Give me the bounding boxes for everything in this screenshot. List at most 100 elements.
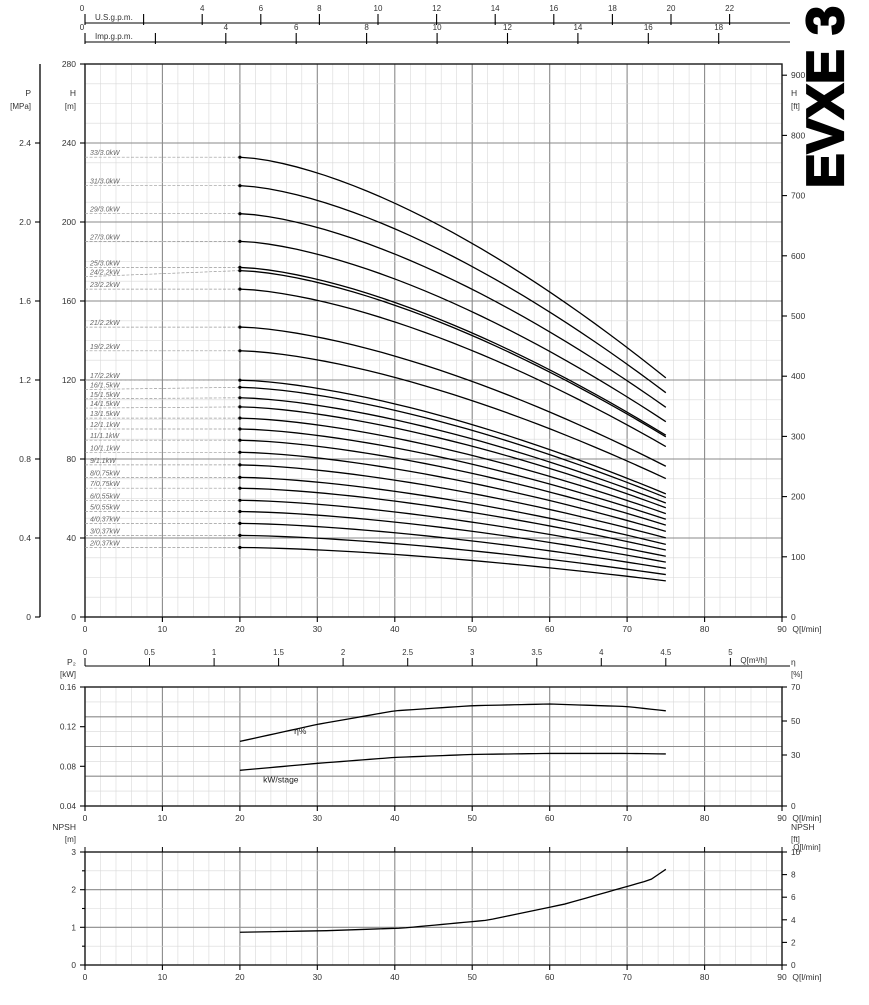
- svg-text:40: 40: [390, 813, 400, 823]
- svg-text:10: 10: [433, 23, 442, 32]
- svg-text:30: 30: [791, 750, 801, 760]
- svg-text:8: 8: [317, 4, 322, 13]
- svg-text:21/2.2kW: 21/2.2kW: [89, 320, 121, 327]
- svg-text:23/2.2kW: 23/2.2kW: [89, 282, 121, 289]
- svg-text:H: H: [70, 88, 76, 98]
- svg-text:12: 12: [432, 4, 441, 13]
- svg-text:60: 60: [545, 624, 555, 634]
- svg-text:1.2: 1.2: [19, 375, 31, 385]
- svg-text:0: 0: [80, 23, 85, 32]
- svg-text:30: 30: [313, 813, 323, 823]
- svg-text:3/0.37kW: 3/0.37kW: [90, 528, 121, 535]
- svg-text:70: 70: [791, 682, 801, 692]
- svg-text:0: 0: [791, 612, 796, 622]
- svg-text:80: 80: [700, 813, 710, 823]
- svg-text:6: 6: [791, 892, 796, 902]
- svg-text:300: 300: [791, 431, 805, 441]
- svg-text:1.6: 1.6: [19, 296, 31, 306]
- svg-text:0.16: 0.16: [60, 682, 77, 692]
- svg-text:2.4: 2.4: [19, 138, 31, 148]
- svg-text:Imp.g.p.m.: Imp.g.p.m.: [95, 32, 133, 41]
- svg-text:20: 20: [235, 624, 245, 634]
- svg-text:1: 1: [212, 648, 216, 657]
- svg-text:4: 4: [200, 4, 205, 13]
- svg-text:0.08: 0.08: [60, 761, 77, 771]
- svg-text:10: 10: [158, 972, 168, 982]
- svg-text:Q[l/min]: Q[l/min]: [792, 624, 821, 634]
- svg-text:40: 40: [67, 533, 77, 543]
- svg-text:16: 16: [644, 23, 653, 32]
- svg-text:280: 280: [62, 59, 76, 69]
- svg-text:90: 90: [777, 972, 787, 982]
- svg-text:5/0.55kW: 5/0.55kW: [90, 505, 121, 512]
- svg-text:[m]: [m]: [65, 835, 76, 844]
- svg-text:33/3.0kW: 33/3.0kW: [90, 150, 121, 157]
- svg-text:0: 0: [26, 612, 31, 622]
- svg-text:160: 160: [62, 296, 76, 306]
- svg-text:NPSH: NPSH: [52, 822, 76, 832]
- svg-text:30: 30: [313, 624, 323, 634]
- svg-text:0: 0: [83, 972, 88, 982]
- svg-text:0.4: 0.4: [19, 533, 31, 543]
- svg-text:8: 8: [791, 870, 796, 880]
- svg-text:2.0: 2.0: [19, 217, 31, 227]
- svg-text:4: 4: [599, 648, 604, 657]
- svg-text:500: 500: [791, 311, 805, 321]
- svg-text:0.12: 0.12: [60, 722, 77, 732]
- svg-text:6: 6: [294, 23, 299, 32]
- svg-text:10: 10: [158, 624, 168, 634]
- svg-text:7/0.75kW: 7/0.75kW: [90, 481, 121, 488]
- svg-text:22: 22: [725, 4, 734, 13]
- svg-text:29/3.0kW: 29/3.0kW: [89, 207, 121, 214]
- svg-text:4: 4: [791, 915, 796, 925]
- svg-text:6/0.55kW: 6/0.55kW: [90, 493, 121, 500]
- svg-text:14: 14: [573, 23, 582, 32]
- svg-text:2/0.37kW: 2/0.37kW: [89, 541, 121, 548]
- svg-text:25/3.0kW: 25/3.0kW: [89, 260, 121, 267]
- svg-text:10: 10: [374, 4, 383, 13]
- svg-text:3.5: 3.5: [531, 648, 543, 657]
- svg-text:NPSH: NPSH: [791, 822, 815, 832]
- svg-text:100: 100: [791, 552, 805, 562]
- svg-text:50: 50: [467, 972, 477, 982]
- svg-text:60: 60: [545, 972, 555, 982]
- svg-text:80: 80: [700, 972, 710, 982]
- svg-text:24/2.2kW: 24/2.2kW: [89, 270, 121, 277]
- svg-text:10: 10: [158, 813, 168, 823]
- svg-text:P₂: P₂: [67, 657, 76, 667]
- svg-text:10: 10: [791, 847, 801, 857]
- svg-text:27/3.0kW: 27/3.0kW: [89, 234, 121, 241]
- svg-text:18: 18: [608, 4, 617, 13]
- svg-text:P: P: [25, 88, 31, 98]
- svg-text:700: 700: [791, 191, 805, 201]
- svg-text:50: 50: [467, 813, 477, 823]
- svg-text:40: 40: [390, 972, 400, 982]
- svg-text:2: 2: [791, 937, 796, 947]
- svg-text:[kW]: [kW]: [60, 670, 76, 679]
- svg-text:η%: η%: [294, 726, 307, 736]
- svg-text:30: 30: [313, 972, 323, 982]
- svg-text:90: 90: [777, 813, 787, 823]
- svg-text:12/1.1kW: 12/1.1kW: [90, 422, 121, 429]
- svg-text:13/1.5kW: 13/1.5kW: [90, 411, 121, 418]
- svg-text:11/1.1kW: 11/1.1kW: [90, 433, 120, 440]
- svg-text:6: 6: [259, 4, 264, 13]
- svg-text:20: 20: [235, 972, 245, 982]
- svg-text:8/0.75kW: 8/0.75kW: [90, 470, 121, 477]
- svg-text:12: 12: [503, 23, 512, 32]
- svg-text:[%]: [%]: [791, 670, 803, 679]
- svg-text:0: 0: [83, 648, 88, 657]
- svg-text:2: 2: [71, 885, 76, 895]
- svg-text:19/2.2kW: 19/2.2kW: [90, 344, 121, 351]
- svg-text:80: 80: [67, 454, 77, 464]
- svg-text:EVXE 3: EVXE 3: [797, 6, 855, 188]
- svg-text:16/1.5kW: 16/1.5kW: [90, 383, 121, 390]
- svg-text:Q[m³/h]: Q[m³/h]: [740, 656, 767, 665]
- svg-text:2.5: 2.5: [402, 648, 414, 657]
- svg-text:70: 70: [622, 972, 632, 982]
- svg-text:0: 0: [791, 801, 796, 811]
- svg-text:15/1.5kW: 15/1.5kW: [90, 392, 121, 399]
- svg-text:200: 200: [791, 492, 805, 502]
- svg-text:0: 0: [71, 612, 76, 622]
- svg-text:1: 1: [71, 922, 76, 932]
